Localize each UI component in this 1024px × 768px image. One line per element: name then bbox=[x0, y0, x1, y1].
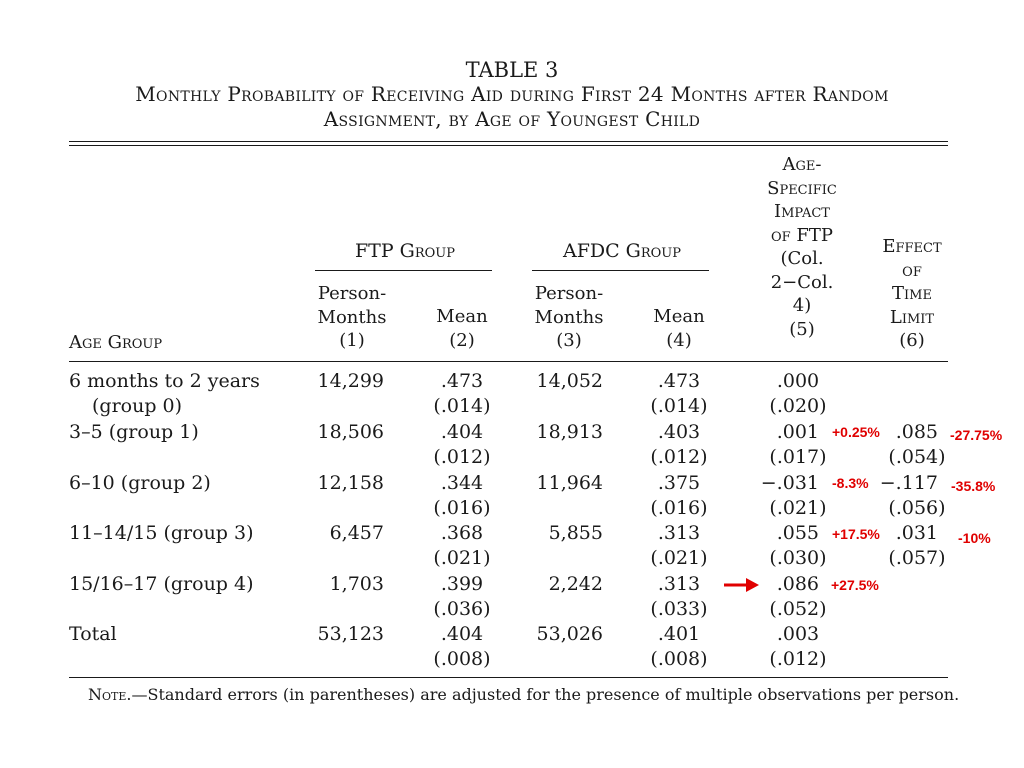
col1-header: Person- Months (1) bbox=[317, 283, 387, 351]
row3-c4: .313 bbox=[657, 522, 701, 544]
row2-c6: −.117 bbox=[879, 472, 938, 494]
row4-c4: .313 bbox=[657, 573, 701, 595]
row0-c4-se: (.014) bbox=[650, 395, 708, 417]
row0-c2-se: (.014) bbox=[433, 395, 491, 417]
row2-c4-se: (.016) bbox=[650, 497, 708, 519]
top-rule-1 bbox=[69, 141, 948, 142]
age-group-header: Age Group bbox=[69, 332, 163, 353]
row4-c2-se: (.036) bbox=[433, 598, 491, 620]
row3-c2-se: (.021) bbox=[433, 547, 491, 569]
annotation-c6-row2: -35.8% bbox=[951, 478, 996, 494]
annotation-c5-row3: +17.5% bbox=[832, 526, 880, 542]
row5-c5-se: (.012) bbox=[769, 648, 827, 670]
row2-label: 6–10 (group 2) bbox=[69, 472, 211, 494]
row5-c3: 53,026 bbox=[536, 623, 603, 645]
header-rule bbox=[69, 361, 948, 362]
row2-c3: 11,964 bbox=[536, 472, 603, 494]
row0-c5: .000 bbox=[776, 370, 820, 392]
row2-c5-se: (.021) bbox=[769, 497, 827, 519]
row0-label2: (group 0) bbox=[92, 395, 183, 417]
col6-header: Effect of Time Limit (6) bbox=[882, 236, 942, 351]
row1-c3: 18,913 bbox=[536, 421, 603, 443]
row4-c2: .399 bbox=[440, 573, 484, 595]
row5-c2: .404 bbox=[440, 623, 484, 645]
col5-header: Age- Specific Impact of FTP (Col. 2−Col.… bbox=[767, 154, 837, 340]
row4-label: 15/16–17 (group 4) bbox=[69, 573, 254, 595]
row4-c1: 1,703 bbox=[329, 573, 384, 595]
row1-c6: .085 bbox=[895, 421, 938, 443]
right-arrow-icon bbox=[724, 578, 759, 592]
table-note: Note.—Standard errors (in parentheses) a… bbox=[88, 685, 959, 704]
row5-c4-se: (.008) bbox=[650, 648, 708, 670]
row2-c2-se: (.016) bbox=[433, 497, 491, 519]
row0-c1: 14,299 bbox=[317, 370, 384, 392]
annotation-c5-row2: -8.3% bbox=[832, 475, 869, 491]
row1-label: 3–5 (group 1) bbox=[69, 421, 199, 443]
row4-c4-se: (.033) bbox=[650, 598, 708, 620]
row5-c1: 53,123 bbox=[317, 623, 384, 645]
annotation-c5-row4: +27.5% bbox=[831, 577, 879, 593]
row0-c3: 14,052 bbox=[536, 370, 603, 392]
row3-c1: 6,457 bbox=[329, 522, 384, 544]
bottom-rule bbox=[69, 677, 948, 678]
row5-c5: .003 bbox=[776, 623, 820, 645]
row0-c4: .473 bbox=[657, 370, 701, 392]
annotation-c6-row3: -10% bbox=[958, 530, 991, 546]
table-subtitle-line2: Assignment, by Age of Youngest Child bbox=[323, 107, 701, 131]
row1-c5: .001 bbox=[776, 421, 819, 443]
row2-c5: −.031 bbox=[760, 472, 819, 494]
annotation-c6-row1: -27.75% bbox=[950, 427, 1003, 443]
afdc-group-underline bbox=[532, 270, 709, 271]
row5-label: Total bbox=[69, 623, 117, 645]
note-text: —Standard errors (in parentheses) are ad… bbox=[131, 685, 960, 704]
row4-c3: 2,242 bbox=[548, 573, 603, 595]
row0-label: 6 months to 2 years bbox=[69, 370, 260, 392]
top-rule-2 bbox=[69, 145, 948, 146]
row3-c2: .368 bbox=[440, 522, 484, 544]
note-label: Note. bbox=[88, 685, 132, 704]
table-title: TABLE 3 bbox=[465, 58, 559, 82]
ftp-group-underline bbox=[315, 270, 492, 271]
row2-c2: .344 bbox=[440, 472, 484, 494]
row2-c4: .375 bbox=[657, 472, 701, 494]
row1-c5-se: (.017) bbox=[769, 446, 827, 468]
row1-c2-se: (.012) bbox=[433, 446, 491, 468]
col2-header: Mean (2) bbox=[436, 306, 488, 351]
row3-c3: 5,855 bbox=[548, 522, 603, 544]
row1-c6-se: (.054) bbox=[888, 446, 946, 468]
row1-c4-se: (.012) bbox=[650, 446, 708, 468]
row3-c5-se: (.030) bbox=[769, 547, 827, 569]
row1-c1: 18,506 bbox=[317, 421, 384, 443]
col3-header: Person- Months (3) bbox=[534, 283, 604, 351]
row5-c4: .401 bbox=[657, 623, 701, 645]
afdc-group-header: AFDC Group bbox=[562, 240, 682, 262]
row1-c2: .404 bbox=[440, 421, 484, 443]
row3-c6-se: (.057) bbox=[888, 547, 946, 569]
ftp-group-header: FTP Group bbox=[354, 240, 455, 262]
row3-label: 11–14/15 (group 3) bbox=[69, 522, 254, 544]
col4-header: Mean (4) bbox=[653, 306, 705, 351]
row0-c5-se: (.020) bbox=[769, 395, 827, 417]
row2-c6-se: (.056) bbox=[888, 497, 946, 519]
annotation-c5-row1: +0.25% bbox=[832, 424, 880, 440]
row1-c4: .403 bbox=[657, 421, 701, 443]
row5-c2-se: (.008) bbox=[433, 648, 491, 670]
row4-c5-se: (.052) bbox=[769, 598, 827, 620]
row3-c4-se: (.021) bbox=[650, 547, 708, 569]
row4-c5: .086 bbox=[776, 573, 819, 595]
table-subtitle-line1: Monthly Probability of Receiving Aid dur… bbox=[135, 82, 889, 106]
row0-c2: .473 bbox=[440, 370, 484, 392]
row3-c5: .055 bbox=[776, 522, 819, 544]
row3-c6: .031 bbox=[895, 522, 938, 544]
row2-c1: 12,158 bbox=[317, 472, 384, 494]
